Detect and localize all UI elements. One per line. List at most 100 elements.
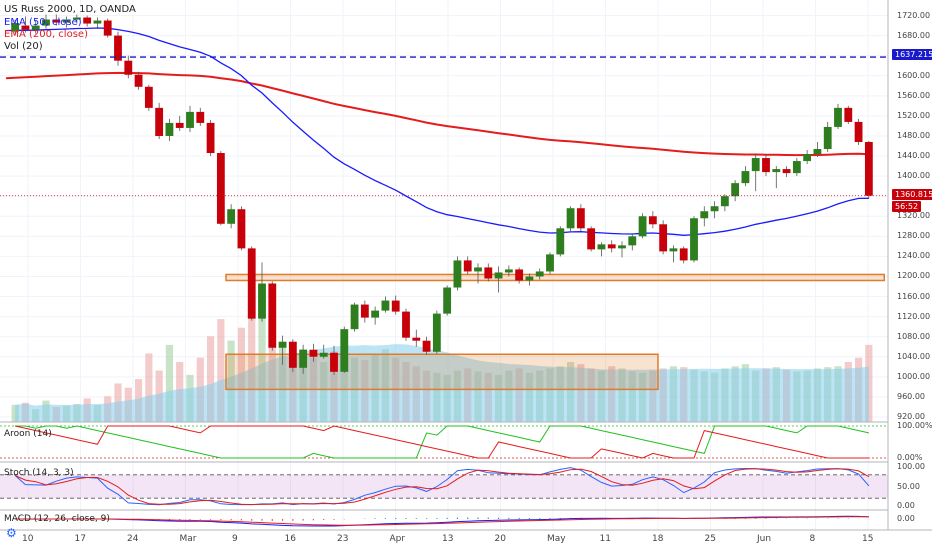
candle-body xyxy=(299,349,308,368)
price-tick-label: 1240.00 xyxy=(897,251,931,261)
stoch-d-line xyxy=(14,468,870,506)
time-tick-label: 16 xyxy=(284,534,296,544)
candle-body xyxy=(669,248,678,252)
macd-legend[interactable]: MACD (12, 26, close, 9) xyxy=(4,514,110,524)
candle-body xyxy=(330,352,338,372)
candle-body xyxy=(422,340,431,352)
price-tick-label: 1560.00 xyxy=(897,90,931,100)
candle-body xyxy=(165,122,174,136)
candle-body xyxy=(741,171,750,184)
price-tick-label: 1680.00 xyxy=(897,30,931,40)
chart-title: US Russ 2000, 1D, OANDA xyxy=(4,4,136,15)
candle-body xyxy=(186,111,194,128)
volume-bar xyxy=(145,353,153,422)
candle-body xyxy=(227,209,236,224)
candle-body xyxy=(782,169,791,174)
candle-body xyxy=(803,154,812,162)
candle-body xyxy=(247,248,256,319)
price-tick-label: 1720.00 xyxy=(897,10,931,20)
candle-body xyxy=(319,352,328,357)
candle-body xyxy=(659,224,668,252)
candle-body xyxy=(371,310,380,318)
candle-body xyxy=(638,216,647,237)
candle-body xyxy=(432,313,441,352)
stoch-legend[interactable]: Stoch (14, 3, 3) xyxy=(4,468,74,478)
aroon-tick-label: 100.00% xyxy=(897,421,932,430)
candle-body xyxy=(381,300,390,311)
candle-body xyxy=(237,209,246,249)
candle-body xyxy=(494,272,503,279)
time-tick-label: 11 xyxy=(599,534,611,544)
candle-body xyxy=(175,122,184,128)
ema50-line xyxy=(5,27,869,236)
candle-body xyxy=(576,208,585,229)
candle-body xyxy=(484,267,493,279)
candle-body xyxy=(823,126,832,150)
ema200-legend[interactable]: EMA (200, close) xyxy=(4,29,88,40)
ema50-legend[interactable]: EMA (50, close) xyxy=(4,17,82,28)
candle-body xyxy=(206,122,215,154)
last-price-tag: 1360.815 xyxy=(892,189,932,200)
price-tick-label: 1320.00 xyxy=(897,211,931,221)
candle-body xyxy=(391,300,400,312)
candle-body xyxy=(288,341,297,368)
candle-body xyxy=(93,20,102,24)
candle-body xyxy=(360,304,369,318)
price-tick-label: 1000.00 xyxy=(897,371,931,381)
candle-body xyxy=(309,349,318,357)
price-tick-label: 1480.00 xyxy=(897,130,931,140)
candle-body xyxy=(52,19,61,23)
price-tick-label: 1440.00 xyxy=(897,151,931,161)
volume-bar xyxy=(11,404,19,422)
candle-body xyxy=(134,74,143,87)
candle-body xyxy=(710,206,719,212)
candle-body xyxy=(268,283,277,348)
support-zone xyxy=(225,353,659,391)
stoch-tick-label: 0.00 xyxy=(897,501,915,510)
price-tick-label: 1600.00 xyxy=(897,70,931,80)
candle-body xyxy=(679,248,688,261)
candle-body xyxy=(535,271,544,277)
price-tick-label: 1160.00 xyxy=(897,291,931,301)
candle-body xyxy=(216,153,225,224)
stoch-k-line xyxy=(14,467,870,506)
candle-body xyxy=(340,329,349,372)
candle-body xyxy=(474,267,482,272)
moving-averages xyxy=(5,27,869,236)
level-lines xyxy=(0,56,888,197)
time-tick-label: 17 xyxy=(74,534,86,544)
candle-body xyxy=(834,107,842,127)
candle-body xyxy=(402,311,410,338)
time-tick-label: May xyxy=(547,534,566,544)
level-price-tag: 1637.215 xyxy=(892,49,932,60)
candle-body xyxy=(690,218,698,261)
candle-body xyxy=(42,19,50,26)
candle-body xyxy=(278,341,287,348)
macd-tick-label: 0.00 xyxy=(897,514,915,523)
price-tick-label: 1120.00 xyxy=(897,311,931,321)
price-tick-label: 920.00 xyxy=(897,411,925,421)
stoch-tick-label: 100.00 xyxy=(897,462,925,471)
candle-body xyxy=(83,17,92,24)
aroon-legend[interactable]: Aroon (14) xyxy=(4,429,52,439)
price-tick-label: 1280.00 xyxy=(897,231,931,241)
ema200-line xyxy=(5,71,869,157)
candle-body xyxy=(31,25,40,30)
volume-bar xyxy=(865,344,873,422)
stoch-tick-label: 50.00 xyxy=(897,481,920,491)
volume-ma-area xyxy=(15,344,869,422)
candle-body xyxy=(258,283,266,319)
settings-icon[interactable]: ⚙ xyxy=(6,526,17,540)
axes-frame xyxy=(0,0,932,531)
candle-body xyxy=(607,244,616,249)
candle-body xyxy=(618,245,626,249)
time-tick-label: Mar xyxy=(179,534,197,544)
candle-body xyxy=(700,211,709,219)
candle-body xyxy=(854,121,863,142)
volume-legend[interactable]: Vol (20) xyxy=(4,41,43,52)
candle-body xyxy=(731,183,740,197)
candle-body xyxy=(453,260,462,288)
indicator-panes xyxy=(0,421,888,527)
candle-body xyxy=(196,111,205,123)
